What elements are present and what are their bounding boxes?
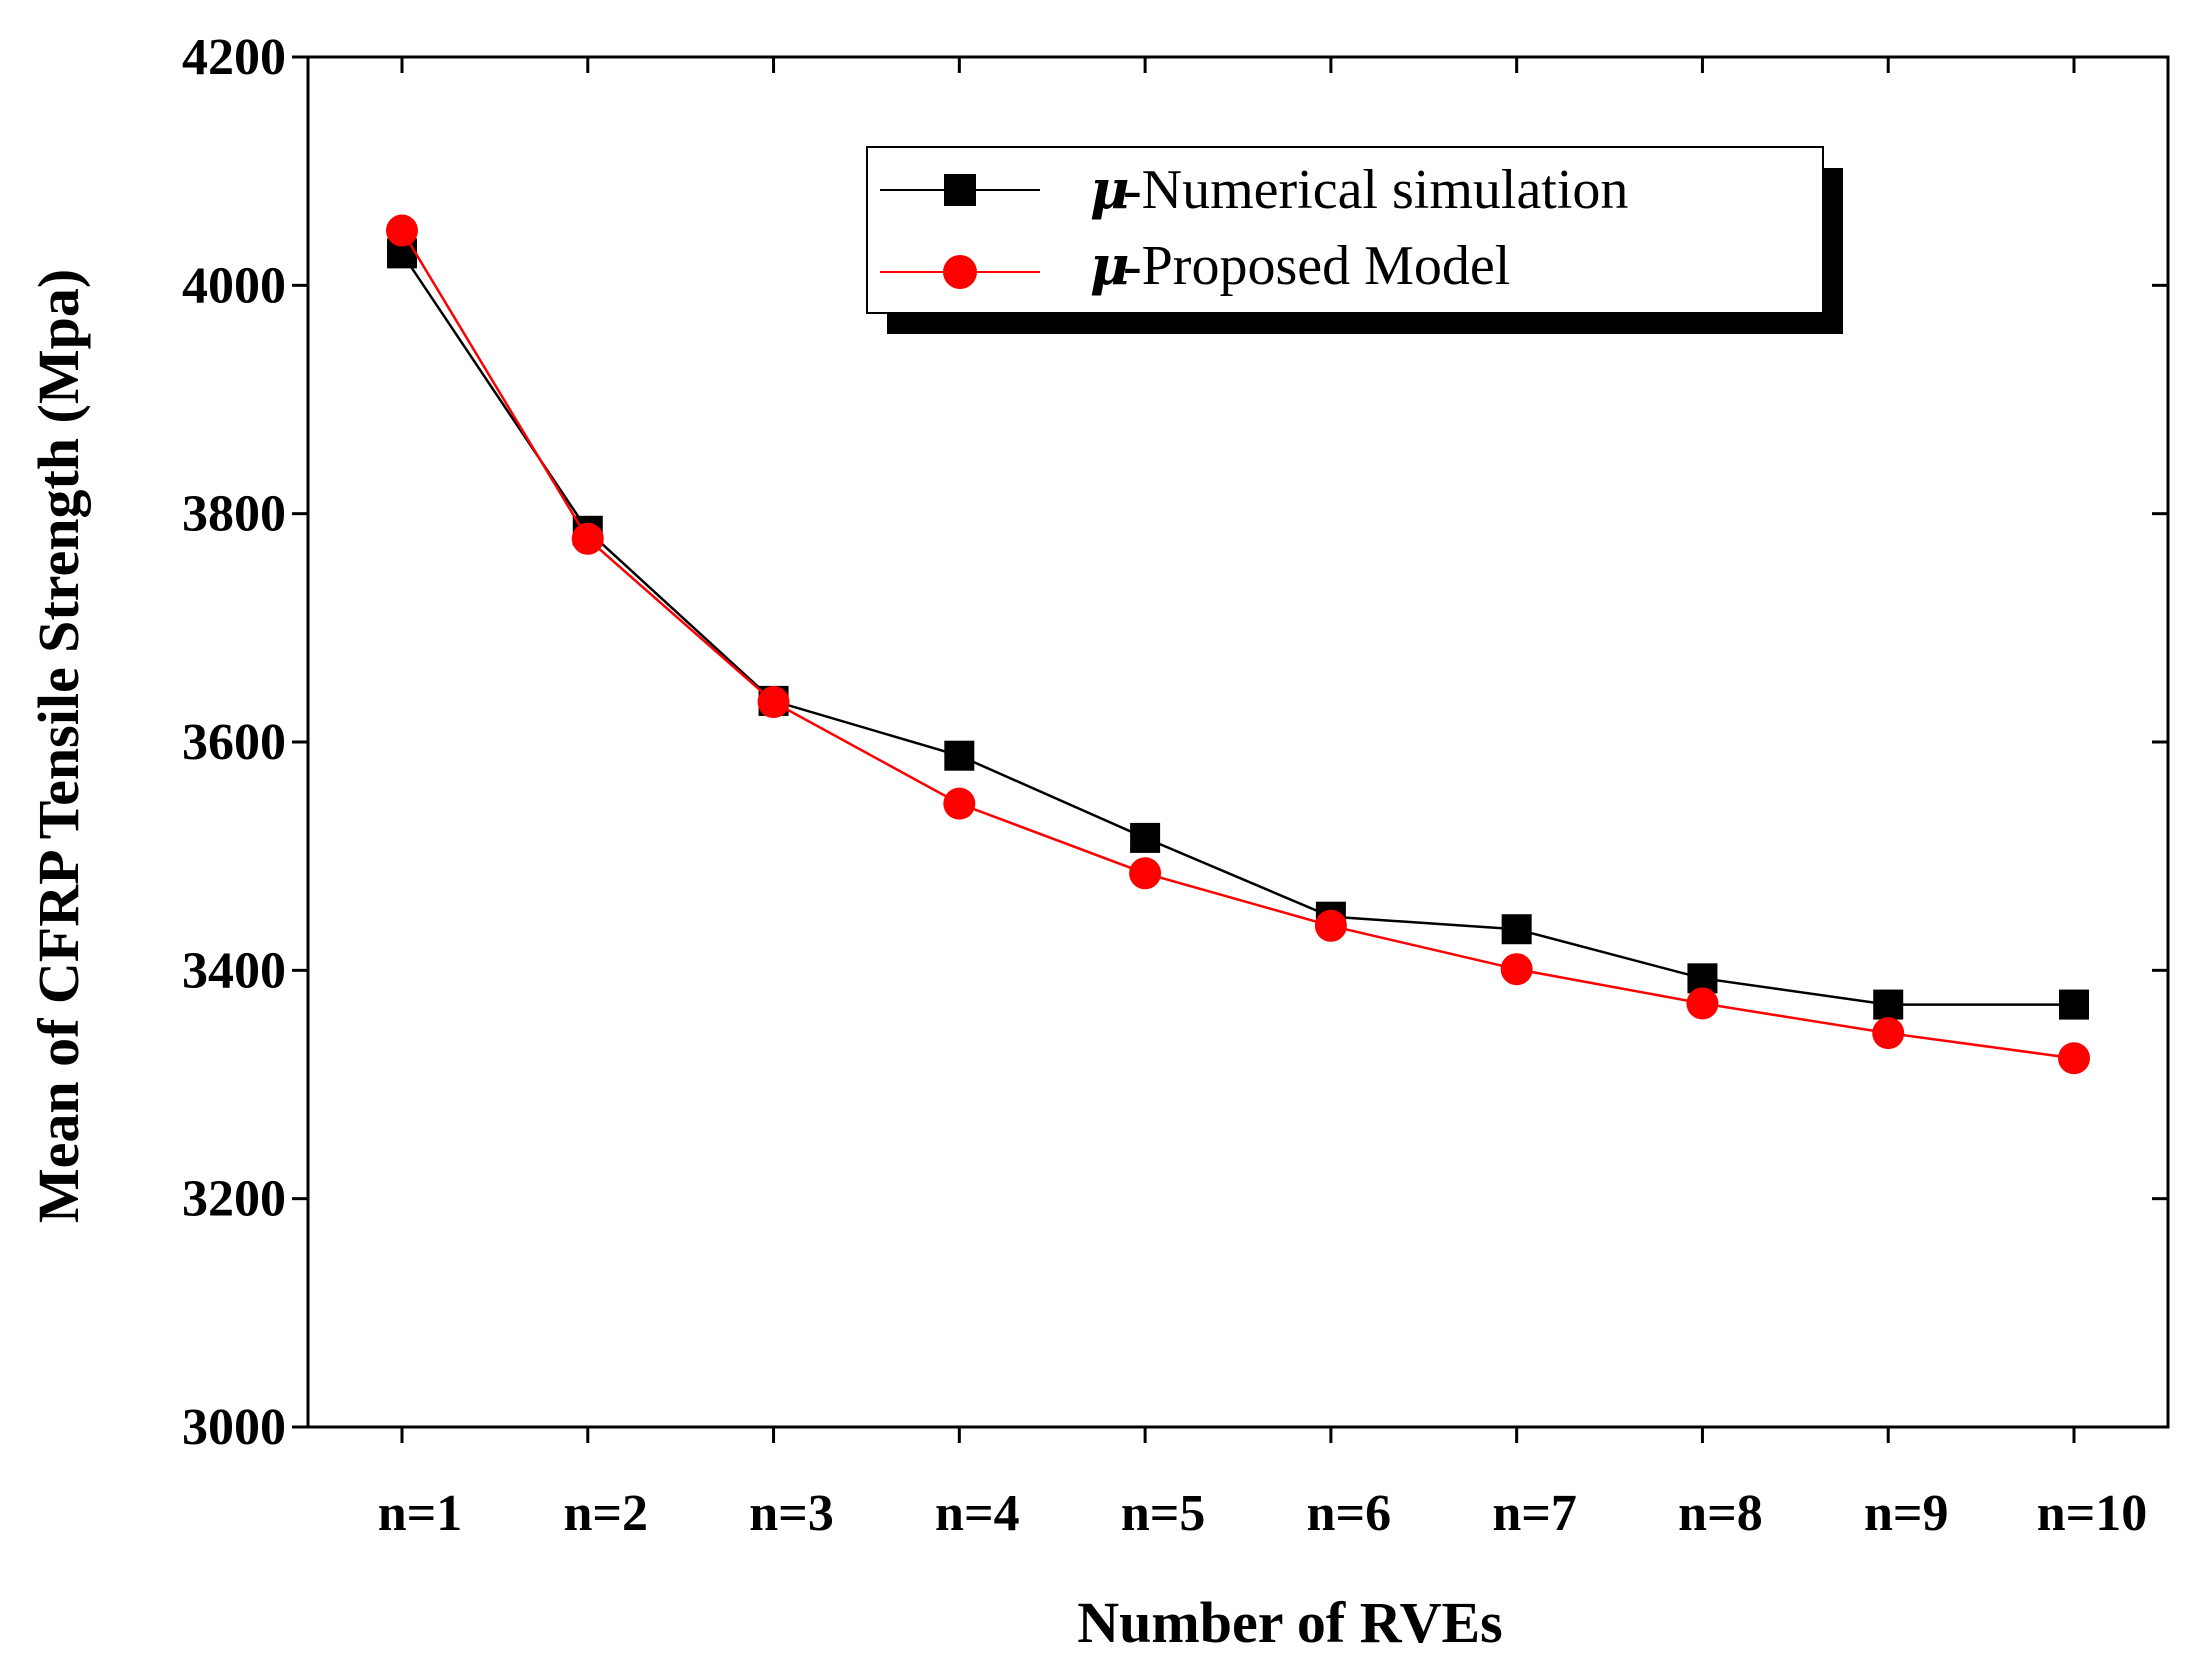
y-axis-title: Mean of CFRP Tensile Strength (Mpa) [26, 269, 91, 1223]
y-axis: 3000 3200 3400 3600 3800 4000 4200 [182, 29, 2168, 1456]
legend-mu-numerical: μ [1090, 157, 1130, 221]
y-tick-label: 3000 [182, 1399, 286, 1456]
y-tick-label: 3200 [182, 1171, 286, 1228]
legend-marker-proposed [943, 255, 977, 289]
data-point [757, 686, 790, 719]
data-point [1129, 857, 1162, 890]
data-point [944, 740, 975, 771]
legend-mu-proposed: μ [1090, 233, 1130, 297]
data-point [571, 522, 604, 555]
data-point [386, 214, 418, 247]
data-point [1314, 909, 1347, 942]
x-tick-label: n=9 [1864, 1485, 1949, 1542]
x-tick-label: n=3 [749, 1485, 834, 1542]
x-tick-label: n=2 [563, 1485, 648, 1542]
legend: μ -Numerical simulation μ -Proposed Mode… [866, 146, 1843, 334]
data-point [1686, 987, 1719, 1020]
legend-label-proposed: -Proposed Model [1123, 235, 1510, 297]
data-point [1500, 953, 1533, 986]
series-line [400, 252, 2074, 1006]
data-point [1872, 1017, 1905, 1050]
x-axis-title: Number of RVEs [1077, 1590, 1502, 1655]
y-tick-label: 3400 [182, 942, 286, 999]
series-layer [386, 214, 2090, 1075]
x-tick-label: n=6 [1307, 1485, 1392, 1542]
x-tick-label: n=7 [1492, 1485, 1577, 1542]
legend-marker-numerical [944, 174, 976, 206]
series-numerical-simulation [387, 238, 2089, 1020]
x-tick-label: n=10 [2037, 1485, 2148, 1542]
data-point [943, 787, 976, 820]
data-point [1130, 822, 1161, 853]
data-point [2059, 989, 2089, 1020]
data-point [1501, 914, 1532, 945]
y-tick-label: 3600 [182, 714, 286, 771]
x-tick-label: n=5 [1121, 1485, 1206, 1542]
data-point [2058, 1042, 2090, 1075]
legend-box [866, 146, 1824, 314]
x-tick-label: n=1 [378, 1485, 463, 1542]
x-axis: n=1 n=2 n=3 n=4 n=5 n=6 n=7 n=8 n=9 n=10 [378, 57, 2148, 1542]
y-tick-label: 3800 [182, 486, 286, 543]
series-proposed-model [386, 214, 2090, 1075]
data-point [1873, 989, 1904, 1020]
x-tick-label: n=4 [935, 1485, 1020, 1542]
x-tick-label: n=8 [1678, 1485, 1763, 1542]
y-tick-label: 4000 [182, 257, 286, 314]
y-tick-label: 4200 [182, 29, 286, 86]
legend-label-numerical: -Numerical simulation [1123, 159, 1628, 221]
series-line [400, 229, 2075, 1060]
